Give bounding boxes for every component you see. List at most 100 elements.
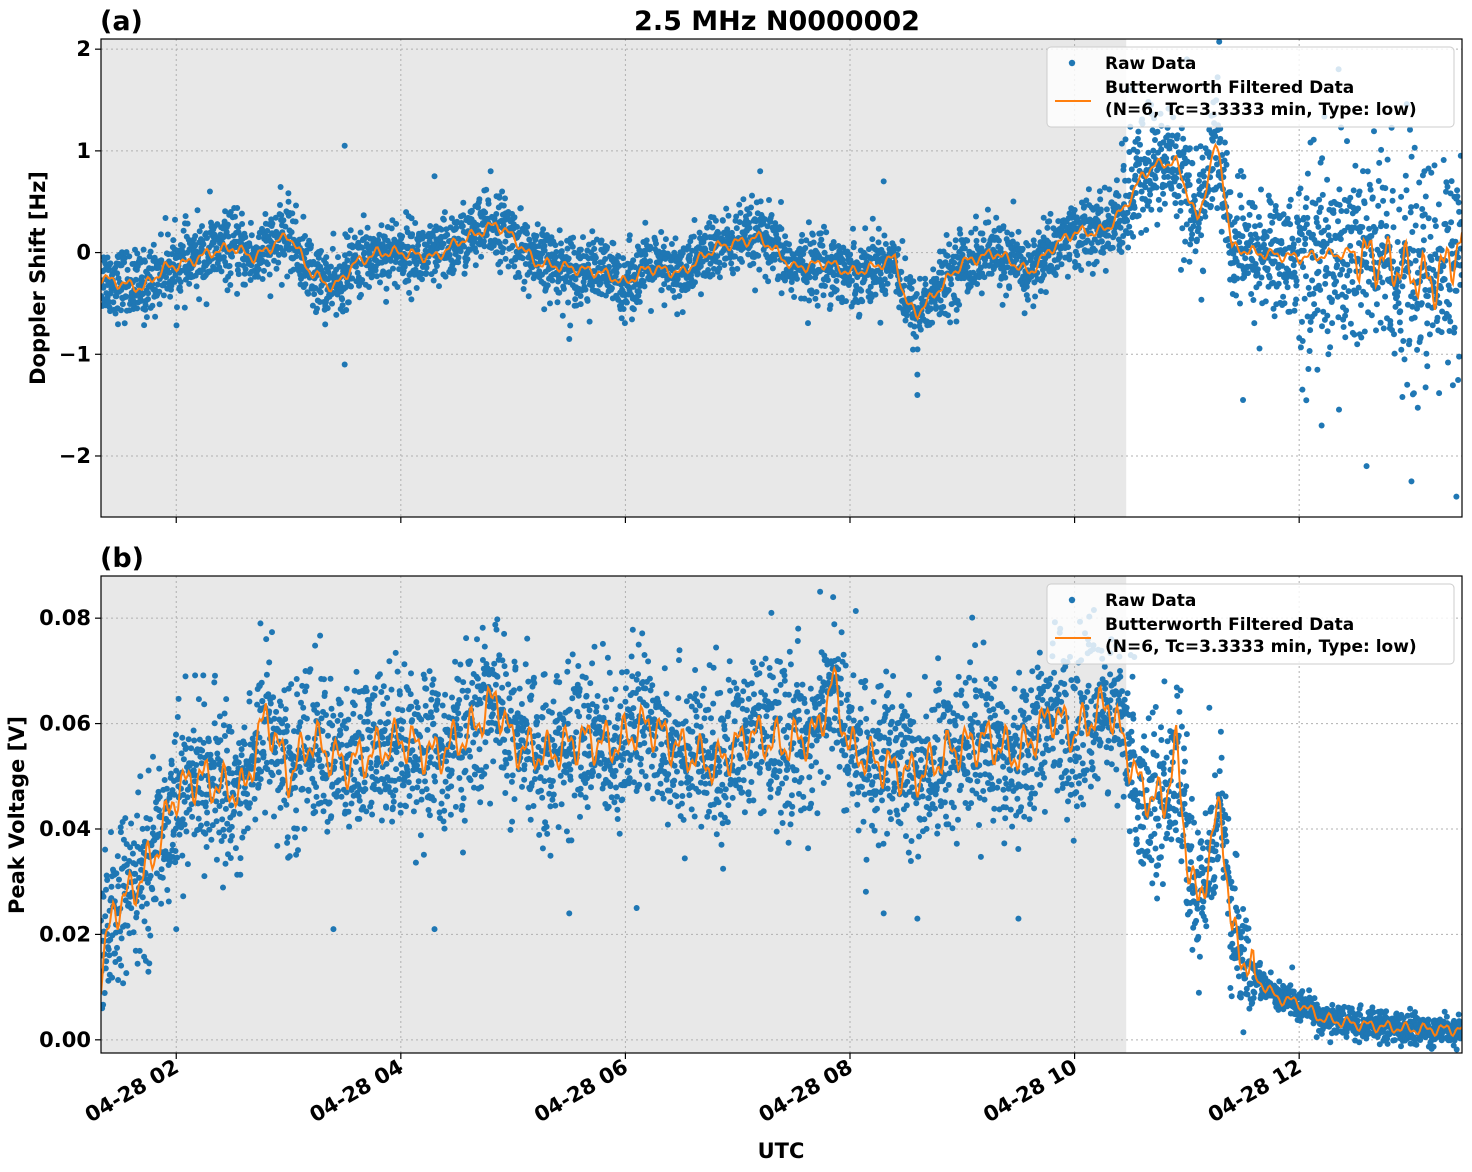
raw-point [217,757,224,764]
raw-point [163,274,170,281]
raw-point [229,770,236,777]
raw-point [1395,278,1402,285]
raw-point [1324,176,1331,183]
raw-point [1096,188,1103,195]
raw-point [329,300,335,307]
raw-point [1264,265,1271,272]
raw-point [283,728,290,735]
raw-point [181,798,188,805]
raw-point [1124,217,1131,224]
raw-point [149,886,156,893]
raw-point [1126,223,1133,230]
raw-point [1195,225,1202,232]
raw-point [951,259,958,266]
raw-point [1201,208,1208,215]
raw-point [406,260,413,267]
raw-point [121,855,128,862]
panel-a-ylabel: Doppler Shift [Hz] [26,171,50,385]
raw-point [822,283,828,289]
raw-point [911,323,918,330]
raw-point [1031,242,1038,249]
raw-point [182,779,189,786]
raw-point [1019,245,1026,252]
raw-point [261,267,267,274]
raw-point [323,712,329,718]
raw-point [847,251,854,258]
raw-point [222,733,228,739]
raw-point [526,269,533,276]
raw-point [668,241,675,247]
raw-point [242,234,249,241]
raw-point-outlier [285,198,292,205]
raw-point [1137,141,1143,148]
raw-point [302,233,308,239]
raw-point [769,265,776,272]
raw-point [225,233,232,240]
raw-point [242,281,248,288]
raw-point [115,321,121,328]
raw-point [1384,156,1391,163]
raw-point [526,236,533,243]
raw-point [312,808,319,815]
raw-point [800,251,807,257]
raw-point [1438,247,1445,254]
raw-point [1010,198,1017,205]
raw-point [108,883,115,890]
raw-point [1293,277,1300,284]
raw-point [190,727,197,734]
raw-point [278,212,285,219]
raw-point [1411,144,1418,151]
raw-point [1413,203,1420,209]
raw-point [803,237,810,244]
raw-point [999,301,1006,308]
raw-point [192,233,199,239]
raw-point [819,242,826,249]
raw-point [1040,214,1047,221]
raw-point [1176,183,1183,190]
raw-point [1312,200,1319,207]
raw-point [284,839,291,846]
raw-point [1404,381,1411,388]
raw-point [210,759,217,766]
raw-point [1329,320,1336,327]
raw-point [1440,263,1447,270]
raw-point [475,204,482,211]
raw-point [241,828,247,835]
raw-point [300,213,307,220]
raw-point [1322,280,1329,287]
raw-point [1256,222,1263,229]
raw-point [1207,203,1214,209]
raw-point [910,346,916,353]
raw-point [180,893,187,900]
raw-point [1307,318,1314,325]
raw-point [269,772,276,779]
raw-point [1066,256,1073,263]
raw-point [1457,281,1462,288]
raw-point [914,346,921,353]
raw-point [1071,259,1078,265]
raw-point [252,816,259,823]
raw-point [316,756,323,762]
raw-point [1194,236,1200,243]
raw-point [1138,229,1145,236]
raw-point [328,705,335,712]
raw-point [602,292,609,299]
raw-point [1145,158,1152,165]
raw-point [136,874,143,881]
raw-point [1299,318,1305,325]
raw-point [556,227,563,234]
raw-point [358,291,364,298]
raw-point [1154,128,1161,135]
raw-point [502,238,509,245]
raw-point [210,775,217,782]
raw-point [1248,236,1255,243]
raw-point [307,666,314,673]
raw-point [1397,327,1404,334]
raw-point [244,825,251,832]
raw-point [1317,286,1324,293]
raw-point [1336,202,1343,208]
raw-point [1154,221,1161,228]
raw-point [357,229,364,236]
raw-point [1404,301,1411,308]
raw-point [311,291,318,298]
